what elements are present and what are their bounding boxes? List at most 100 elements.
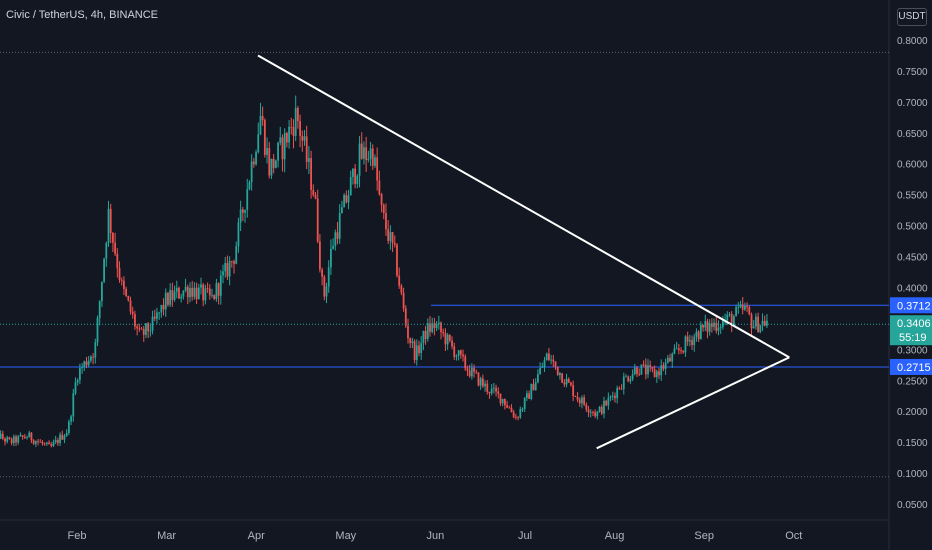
candle-body: [65, 433, 68, 436]
price-tick-label: 0.5000: [897, 222, 928, 233]
candle-body: [277, 142, 279, 161]
candle-body: [244, 209, 246, 213]
candle-body: [732, 316, 735, 325]
candle-body: [241, 209, 244, 213]
candle-body: [631, 374, 634, 380]
candle-body: [440, 322, 442, 332]
candle-body: [404, 308, 407, 326]
candle-body: [422, 330, 425, 344]
candle-body: [182, 290, 185, 297]
candle-body: [702, 324, 704, 328]
candle-body: [45, 442, 48, 444]
candle-body: [455, 355, 458, 357]
time-tick-label: Jun: [427, 530, 445, 542]
candle-body: [541, 366, 544, 368]
candle-body: [523, 397, 526, 409]
candle-body: [101, 281, 103, 302]
price-tick-label: 0.3000: [897, 345, 928, 356]
candle-body: [708, 323, 711, 332]
horizontal-levels[interactable]: [0, 304, 889, 368]
candle-body: [145, 323, 147, 335]
candle-body: [378, 180, 381, 195]
trendline: [257, 54, 790, 359]
candle-body: [495, 387, 497, 392]
candle-body: [468, 370, 471, 377]
candle-body: [12, 436, 15, 444]
candle-body: [149, 330, 152, 332]
candle-body: [682, 350, 685, 353]
candle-body: [688, 340, 691, 342]
candle-body: [202, 284, 205, 301]
candle-body: [759, 325, 762, 333]
candle-body: [746, 305, 749, 308]
candle-body: [587, 409, 590, 413]
candle-body: [517, 417, 519, 418]
candle-body: [274, 160, 277, 168]
candle-body: [699, 324, 702, 340]
candle-body: [105, 242, 108, 259]
candle-body: [600, 406, 603, 414]
candle-body: [21, 435, 24, 437]
candle-body: [30, 432, 33, 441]
time-axis-ticks[interactable]: Feb Mar Apr May Jun Jul Aug Sep Oct: [68, 530, 803, 542]
candle-body: [131, 311, 134, 315]
candle-body: [611, 395, 614, 397]
candle-body: [125, 288, 128, 296]
candle-body: [748, 307, 751, 315]
candle-body: [299, 121, 301, 136]
candle-body: [583, 397, 586, 405]
candle-body: [310, 158, 312, 190]
candle-body: [638, 373, 641, 375]
candle-body: [285, 133, 288, 143]
price-tick-label: 0.6000: [897, 160, 928, 171]
candle-body: [462, 354, 464, 357]
candle-body: [737, 307, 740, 308]
candle-body: [651, 366, 654, 370]
candle-body: [655, 371, 658, 378]
candle-body: [407, 325, 409, 339]
candle-body: [363, 147, 365, 159]
candle-body: [713, 322, 715, 327]
candle-body: [89, 356, 92, 361]
price-tick-label: 0.0500: [897, 500, 928, 511]
candle-body: [660, 365, 663, 376]
candle-body: [424, 330, 427, 339]
candle-body: [72, 393, 75, 417]
candle-body: [559, 373, 561, 376]
trendlines[interactable]: [257, 54, 790, 450]
candle-body: [473, 367, 475, 372]
candle-body: [684, 336, 687, 353]
candle-body: [691, 340, 693, 345]
candle-body: [706, 321, 709, 332]
candle-body: [296, 107, 299, 122]
candle-body: [323, 276, 326, 297]
candle-body: [34, 441, 37, 444]
candle-body: [112, 233, 114, 243]
candle-body: [556, 366, 559, 376]
candle-body: [343, 195, 346, 208]
candle-body: [721, 320, 724, 328]
candle-body: [453, 346, 456, 357]
candle-body: [266, 148, 268, 155]
candle-body: [537, 374, 539, 383]
candle-body: [532, 383, 535, 391]
candle-body: [431, 323, 434, 332]
candle-body: [0, 433, 2, 439]
symbol-title[interactable]: Civic / TetherUS, 4h, BINANCE: [6, 9, 159, 21]
candle-body: [616, 388, 619, 399]
currency-button[interactable]: USDT: [897, 8, 927, 26]
candle-body: [530, 383, 533, 399]
candle-body: [156, 312, 158, 319]
candle-body: [272, 158, 275, 168]
candle-body: [228, 261, 231, 277]
candle-body: [503, 399, 506, 406]
candle-body: [409, 338, 412, 344]
candle-body: [393, 242, 396, 245]
candle-body: [189, 288, 191, 298]
candle-body: [167, 292, 169, 305]
candle-body: [358, 143, 361, 176]
candle-body: [603, 400, 605, 414]
candle-body: [162, 305, 165, 310]
candle-body: [400, 285, 403, 293]
